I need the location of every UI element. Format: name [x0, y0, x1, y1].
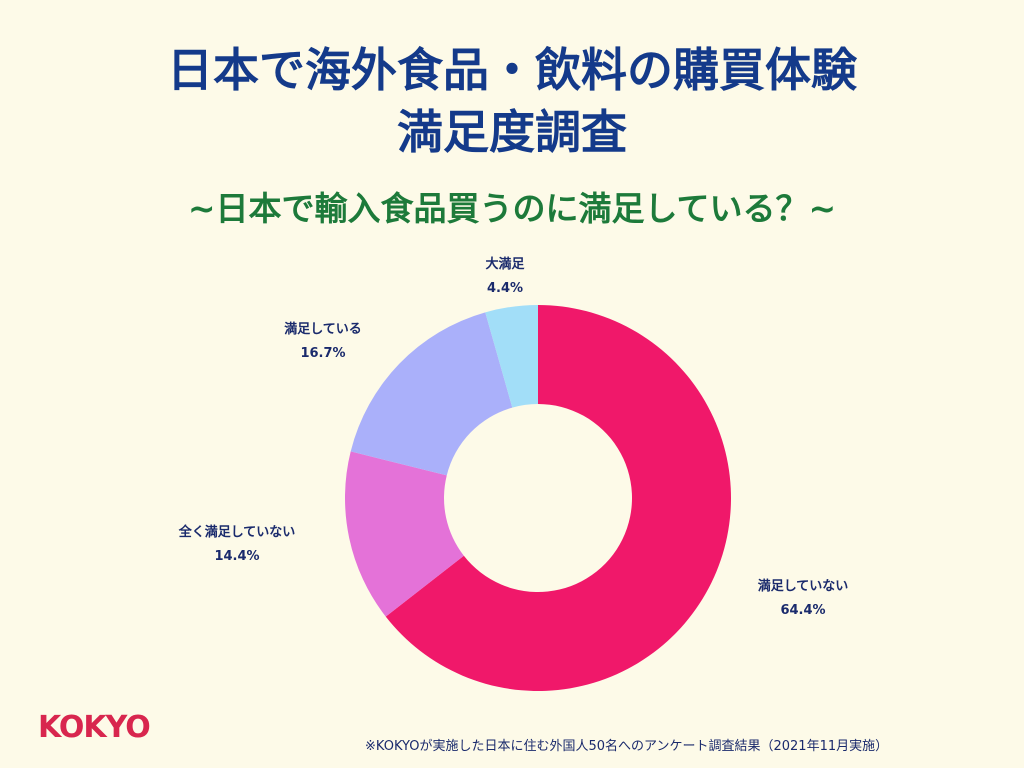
donut-slice-3: [485, 305, 538, 408]
donut-slice-1: [344, 451, 464, 617]
slice-label-1: 全く満足していない 14.4%: [178, 525, 296, 564]
subtitle: ~日本で輸入食品買うのに満足している？~: [187, 189, 837, 228]
title-line-2: 満足度調査: [397, 105, 627, 159]
slice-label-2: 満足している 16.7%: [284, 322, 362, 361]
footnote: ※KOKYOが実施した日本に住む外国人50名へのアンケート調査結果（2021年1…: [365, 739, 889, 754]
donut-slice-0: [385, 305, 731, 691]
slice-label-3: 大満足 4.4%: [485, 257, 525, 296]
donut-slice-2: [350, 312, 513, 476]
kokyo-logo: KOKYO: [38, 710, 151, 745]
title-line-1: 日本で海外食品・飲料の購買体験: [167, 43, 857, 97]
slice-label-0: 満足していない 64.4%: [757, 579, 849, 618]
